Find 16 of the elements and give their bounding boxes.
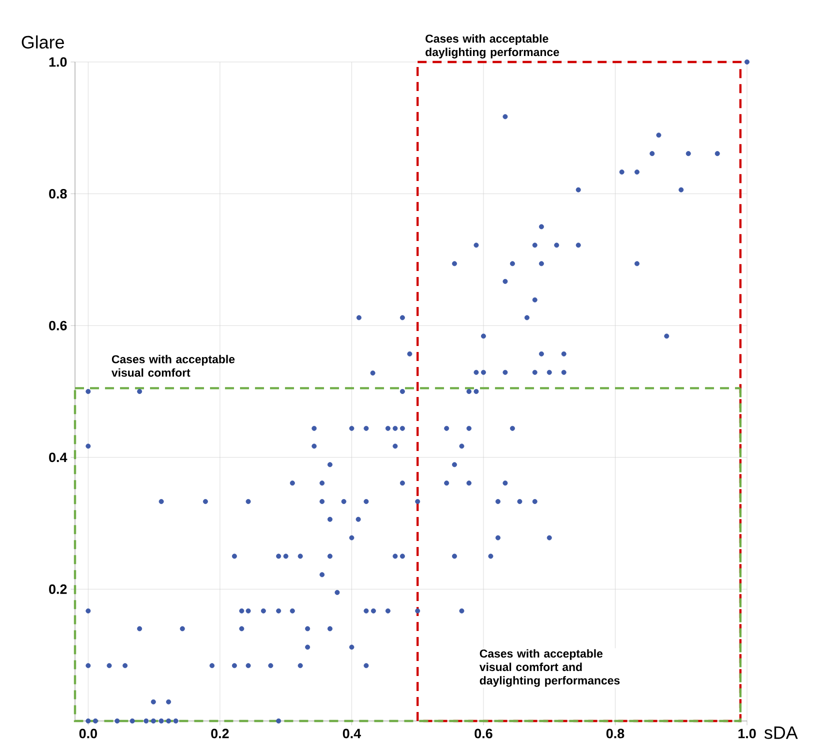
y-tick-label: 0.6 <box>49 320 67 330</box>
x-tick-label: 0.4 <box>342 728 361 738</box>
x-tick-label: 1.0 <box>738 728 756 738</box>
x-tick-label: 0.6 <box>474 728 492 738</box>
ref-line-label: Cases with acceptable visual comfort <box>112 354 235 377</box>
x-tick-label: 0.2 <box>211 728 229 738</box>
x-tick-label: 0.8 <box>606 728 624 738</box>
x-tick-label: 0.0 <box>79 728 97 738</box>
y-axis-title: Glare <box>22 35 64 49</box>
y-tick-label: 1.0 <box>49 57 67 67</box>
annotation: Cases with acceptable visual comfort and daylighting performances <box>479 649 620 687</box>
y-tick-label: 0.8 <box>49 189 67 199</box>
ref-line-label: Cases with acceptable daylighting performance <box>426 34 560 58</box>
y-tick-label: 0.4 <box>49 452 68 462</box>
y-tick-label: 0.2 <box>49 584 67 594</box>
x-axis-title: sDA <box>764 726 798 739</box>
